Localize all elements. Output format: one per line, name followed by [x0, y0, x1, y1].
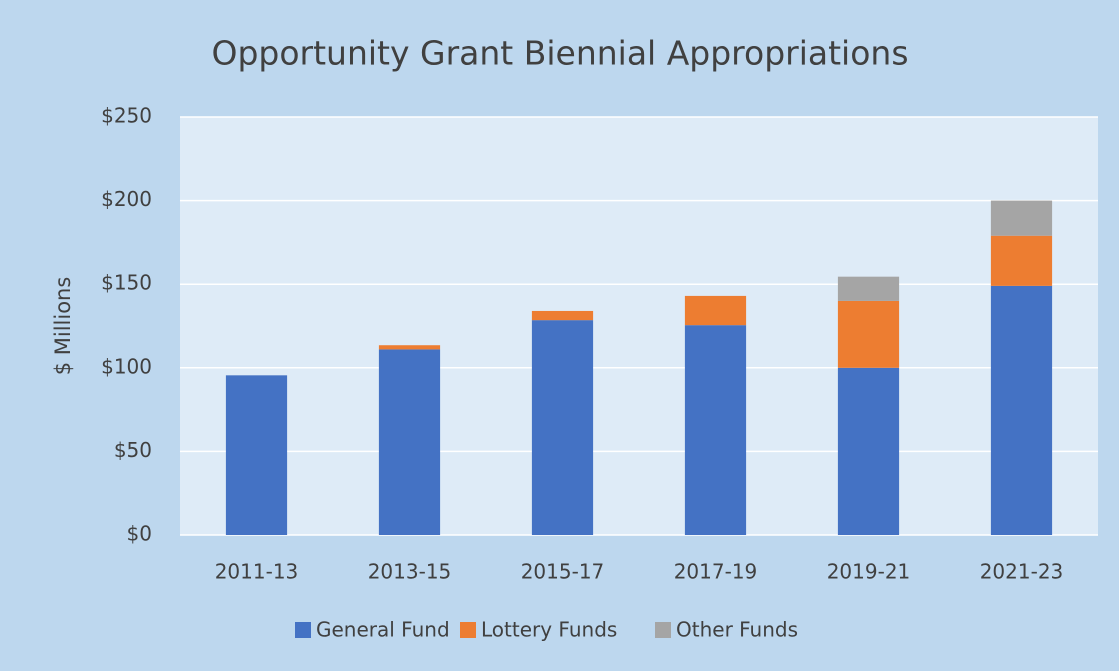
x-tick-label: 2019-21	[827, 560, 911, 584]
y-tick-label: $150	[101, 271, 152, 295]
bar-segment	[990, 235, 1053, 286]
y-tick-label: $200	[101, 187, 152, 211]
y-tick-label: $0	[127, 522, 152, 546]
legend-swatch	[655, 622, 671, 638]
y-tick-label: $250	[101, 104, 152, 128]
x-tick-label: 2017-19	[674, 560, 758, 584]
x-tick-label: 2021-23	[980, 560, 1064, 584]
x-tick-label: 2015-17	[521, 560, 605, 584]
legend-swatch	[460, 622, 476, 638]
y-tick-label: $50	[114, 438, 152, 462]
bar-segment	[837, 300, 900, 368]
bar-segment	[837, 276, 900, 301]
bar-segment	[684, 295, 747, 326]
y-tick-label: $100	[101, 354, 152, 378]
bar-segment	[378, 345, 441, 350]
x-tick-label: 2011-13	[215, 560, 299, 584]
legend-label: Other Funds	[676, 618, 798, 642]
bar-segment	[990, 200, 1053, 236]
y-axis-label: $ Millions	[51, 277, 75, 376]
plot-area	[180, 117, 1098, 535]
bar-segment	[225, 375, 288, 535]
bar-segment	[837, 367, 900, 535]
x-tick-label: 2013-15	[368, 560, 452, 584]
legend-label: General Fund	[316, 618, 450, 642]
chart-title: Opportunity Grant Biennial Appropriation…	[211, 34, 908, 73]
bar-segment	[531, 310, 594, 321]
bar-segment	[531, 320, 594, 535]
legend-label: Lottery Funds	[481, 618, 617, 642]
bar-segment	[378, 349, 441, 535]
bar-segment	[990, 285, 1053, 535]
legend-swatch	[295, 622, 311, 638]
bar-segment	[684, 325, 747, 535]
